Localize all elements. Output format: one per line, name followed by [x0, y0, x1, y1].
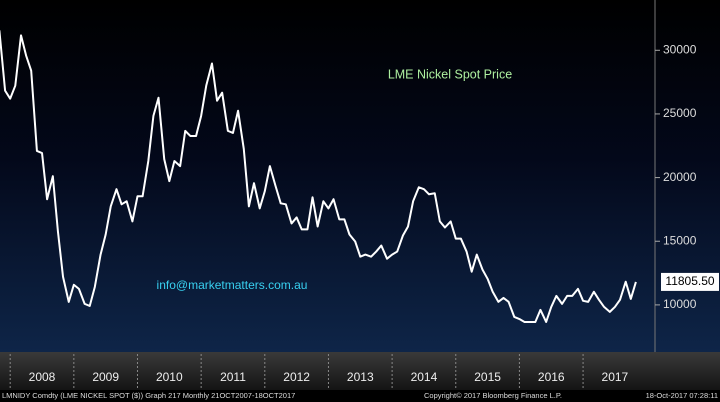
last-value-label: 11805.50 [665, 274, 714, 288]
x-tick-label: 2010 [156, 370, 183, 384]
x-tick-label: 2011 [220, 370, 246, 384]
y-tick-label: 25000 [663, 106, 697, 120]
footer-band [0, 390, 720, 402]
footer-timestamp: 18-Oct-2017 07:28:11 [646, 391, 718, 400]
x-tick-label: 2017 [602, 370, 629, 384]
plot-background [0, 0, 720, 352]
footer-ticker: LMNIDY Comdty (LME NICKEL SPOT ($)) Grap… [2, 391, 295, 400]
x-tick-label: 2009 [92, 370, 119, 384]
contact-annotation: info@marketmatters.com.au [157, 278, 308, 292]
x-tick-label: 2015 [474, 370, 501, 384]
y-tick-label: 30000 [663, 42, 697, 56]
x-tick-label: 2013 [347, 370, 374, 384]
y-tick-label: 15000 [663, 233, 697, 247]
x-tick-label: 2008 [29, 370, 56, 384]
title-annotation: LME Nickel Spot Price [388, 67, 512, 81]
x-tick-label: 2012 [283, 370, 310, 384]
x-tick-label: 2014 [411, 370, 438, 384]
footer-copyright: Copyright© 2017 Bloomberg Finance L.P. [424, 391, 562, 400]
last-value-box [661, 272, 719, 291]
y-tick-label: 10000 [663, 297, 697, 311]
y-tick-label: 20000 [663, 170, 697, 184]
x-axis-band [0, 352, 720, 390]
price-line [0, 30, 637, 323]
x-tick-label: 2016 [538, 370, 565, 384]
